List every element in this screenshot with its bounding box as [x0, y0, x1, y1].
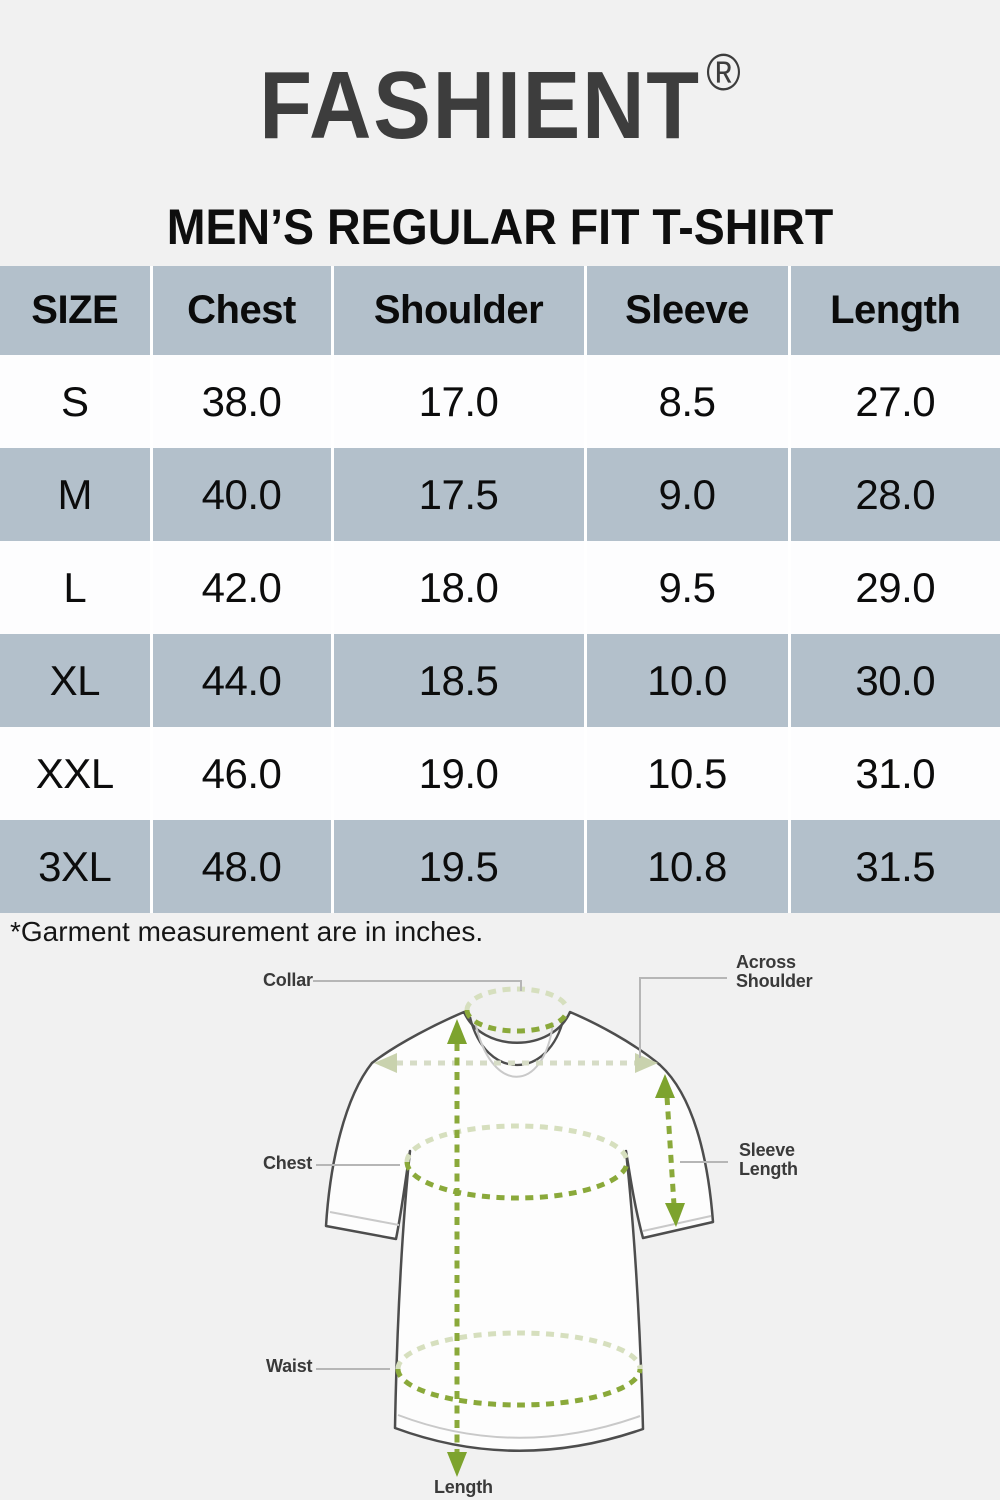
shoulder-cell: 18.0 [330, 541, 585, 634]
sleeve-cell: 10.5 [583, 727, 789, 820]
collar-label: Collar [263, 970, 313, 990]
waist-ellipse-front [395, 1368, 643, 1408]
size-cell: L [0, 541, 151, 634]
column-header-chest: Chest [149, 266, 332, 355]
sleeve-arrow-down [665, 1203, 685, 1227]
brand-logo: FASHIENT ® [50, 46, 950, 157]
length-cell: 31.5 [787, 820, 1000, 913]
across-shoulder-leader-line [639, 977, 727, 1058]
chest-cell: 40.0 [149, 448, 332, 541]
waist-ellipse-back [395, 1330, 643, 1370]
size-chart-table: SIZE Chest Shoulder Sleeve Length S 38.0… [0, 266, 1000, 913]
collar-ellipse-back [464, 986, 570, 1011]
shoulder-cell: 17.0 [330, 355, 585, 448]
table-header-row: SIZE Chest Shoulder Sleeve Length [0, 266, 1000, 355]
sleeve-arrow-up [655, 1074, 675, 1098]
column-header-shoulder: Shoulder [330, 266, 585, 355]
size-cell: S [0, 355, 151, 448]
chest-ellipse-front [404, 1161, 630, 1201]
sleeve-cell: 9.5 [583, 541, 789, 634]
neckline-inner-curve [468, 1016, 566, 1067]
units-footnote: *Garment measurement are in inches. [10, 916, 484, 947]
waist-label: Waist [266, 1356, 313, 1376]
column-header-length: Length [787, 266, 1000, 355]
length-cell: 29.0 [787, 541, 1000, 634]
shoulder-cell: 17.5 [330, 448, 585, 541]
shoulder-cell: 18.5 [330, 634, 585, 727]
sleeve-cell: 10.0 [583, 634, 789, 727]
length-label: Length [434, 1477, 493, 1497]
sleeve-length-label: Sleeve Length [739, 1141, 798, 1179]
hem-stitch [397, 1414, 641, 1439]
length-arrow-down [447, 1452, 467, 1477]
brand-name: FASHIENT [259, 52, 701, 159]
sleeve-length-label-line1: Sleeve [739, 1140, 795, 1160]
chest-label: Chest [263, 1153, 313, 1173]
table-row: M 40.0 17.5 9.0 28.0 [0, 448, 1000, 541]
size-cell: 3XL [0, 820, 151, 913]
chest-ellipse-back [404, 1123, 630, 1163]
size-cell: M [0, 448, 151, 541]
across-shoulder-arrow-left [374, 1053, 397, 1073]
column-header-size: SIZE [0, 266, 151, 355]
left-cuff-stitch [329, 1211, 400, 1226]
page-title: MEN’S REGULAR FIT T-SHIRT [166, 199, 834, 255]
table-row: S 38.0 17.0 8.5 27.0 [0, 355, 1000, 448]
size-cell: XL [0, 634, 151, 727]
sleeve-cell: 9.0 [583, 448, 789, 541]
chest-cell: 42.0 [149, 541, 332, 634]
chest-cell: 46.0 [149, 727, 332, 820]
sleeve-length-label-line2: Length [739, 1159, 798, 1179]
shoulder-cell: 19.5 [330, 820, 585, 913]
sleeve-length-line [664, 1096, 677, 1206]
length-cell: 27.0 [787, 355, 1000, 448]
table-row: L 42.0 18.0 9.5 29.0 [0, 541, 1000, 634]
across-shoulder-label-line1: Across [736, 952, 796, 972]
sleeve-cell: 8.5 [583, 355, 789, 448]
neckline-stitch [474, 1020, 554, 1078]
registered-trademark-symbol: ® [706, 44, 741, 102]
across-shoulder-label-line2: Shoulder [736, 971, 813, 991]
tshirt-outline [324, 1010, 715, 1452]
shoulder-cell: 19.0 [330, 727, 585, 820]
table-row: XL 44.0 18.5 10.0 30.0 [0, 634, 1000, 727]
table-row: 3XL 48.0 19.5 10.8 31.5 [0, 820, 1000, 913]
table-row: XXL 46.0 19.0 10.5 31.0 [0, 727, 1000, 820]
chest-cell: 38.0 [149, 355, 332, 448]
sleeve-cell: 10.8 [583, 820, 789, 913]
collar-leader-line [313, 980, 522, 991]
chest-cell: 44.0 [149, 634, 332, 727]
tshirt-measurement-diagram [0, 955, 1000, 1500]
column-header-sleeve: Sleeve [583, 266, 789, 355]
size-cell: XXL [0, 727, 151, 820]
length-cell: 28.0 [787, 448, 1000, 541]
length-cell: 31.0 [787, 727, 1000, 820]
chest-cell: 48.0 [149, 820, 332, 913]
tshirt-diagram-svg [313, 977, 728, 1477]
length-arrow-up [447, 1019, 467, 1044]
collar-ellipse-front [464, 1009, 570, 1034]
length-cell: 30.0 [787, 634, 1000, 727]
across-shoulder-label: Across Shoulder [736, 952, 813, 991]
